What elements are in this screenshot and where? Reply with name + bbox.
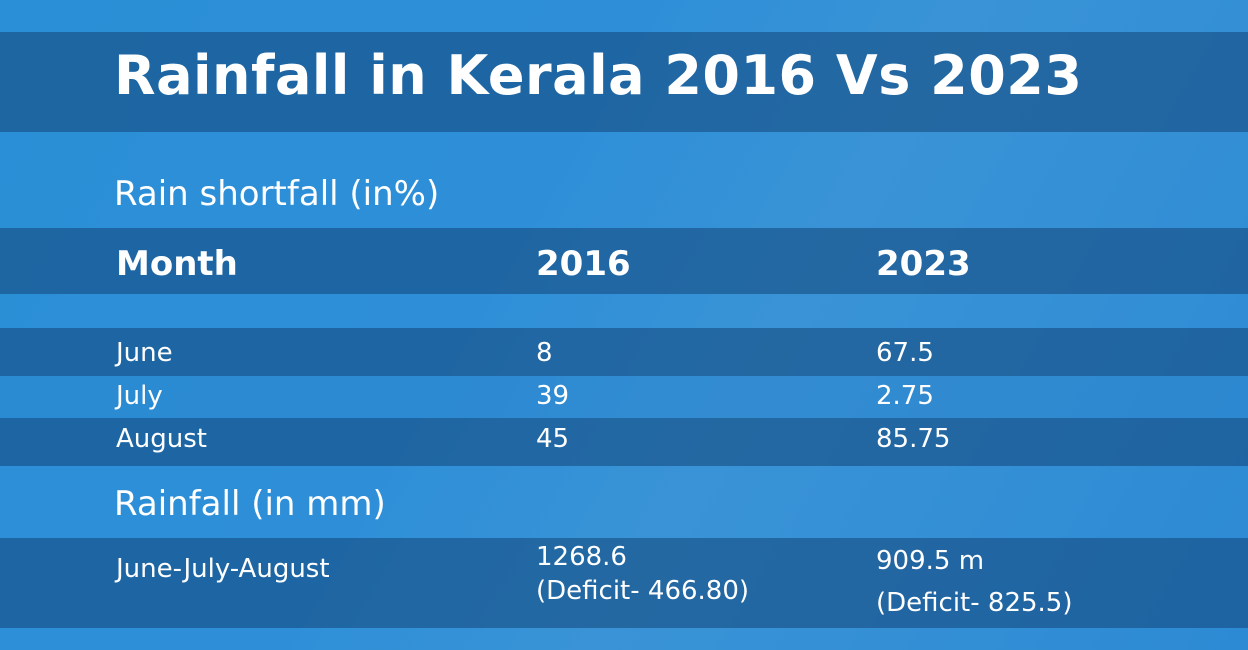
table-cell-june-2016: 8 <box>536 338 553 368</box>
table-cell-august-month: August <box>116 424 207 454</box>
row-band-june <box>0 328 1248 376</box>
column-header-2023: 2023 <box>876 244 971 284</box>
table-cell-june-2023: 67.5 <box>876 338 934 368</box>
column-header-month: Month <box>116 244 238 284</box>
table-cell-august-2023: 85.75 <box>876 424 951 454</box>
table-cell-july-month: July <box>116 381 163 411</box>
rainfall-period: June-July-August <box>116 554 330 584</box>
table-cell-july-2016: 39 <box>536 381 570 411</box>
header-band <box>0 228 1248 294</box>
table-cell-june-month: June <box>116 338 173 368</box>
chart-title: Rainfall in Kerala 2016 Vs 2023 <box>114 44 1083 107</box>
shortfall-heading: Rain shortfall (in%) <box>114 174 440 214</box>
row-band-july <box>0 376 1248 418</box>
rainfall-2016-value: 1268.6 (Deficit- 466.80) <box>536 542 750 606</box>
rainfall-2023-value: 909.5 m (Deficit- 825.5) <box>876 546 1073 618</box>
table-cell-august-2016: 45 <box>536 424 570 454</box>
column-header-2016: 2016 <box>536 244 631 284</box>
rainfall-heading: Rainfall (in mm) <box>114 484 386 524</box>
title-band <box>0 32 1248 132</box>
rainfall-band <box>0 538 1248 628</box>
row-band-august <box>0 418 1248 466</box>
table-cell-july-2023: 2.75 <box>876 381 934 411</box>
